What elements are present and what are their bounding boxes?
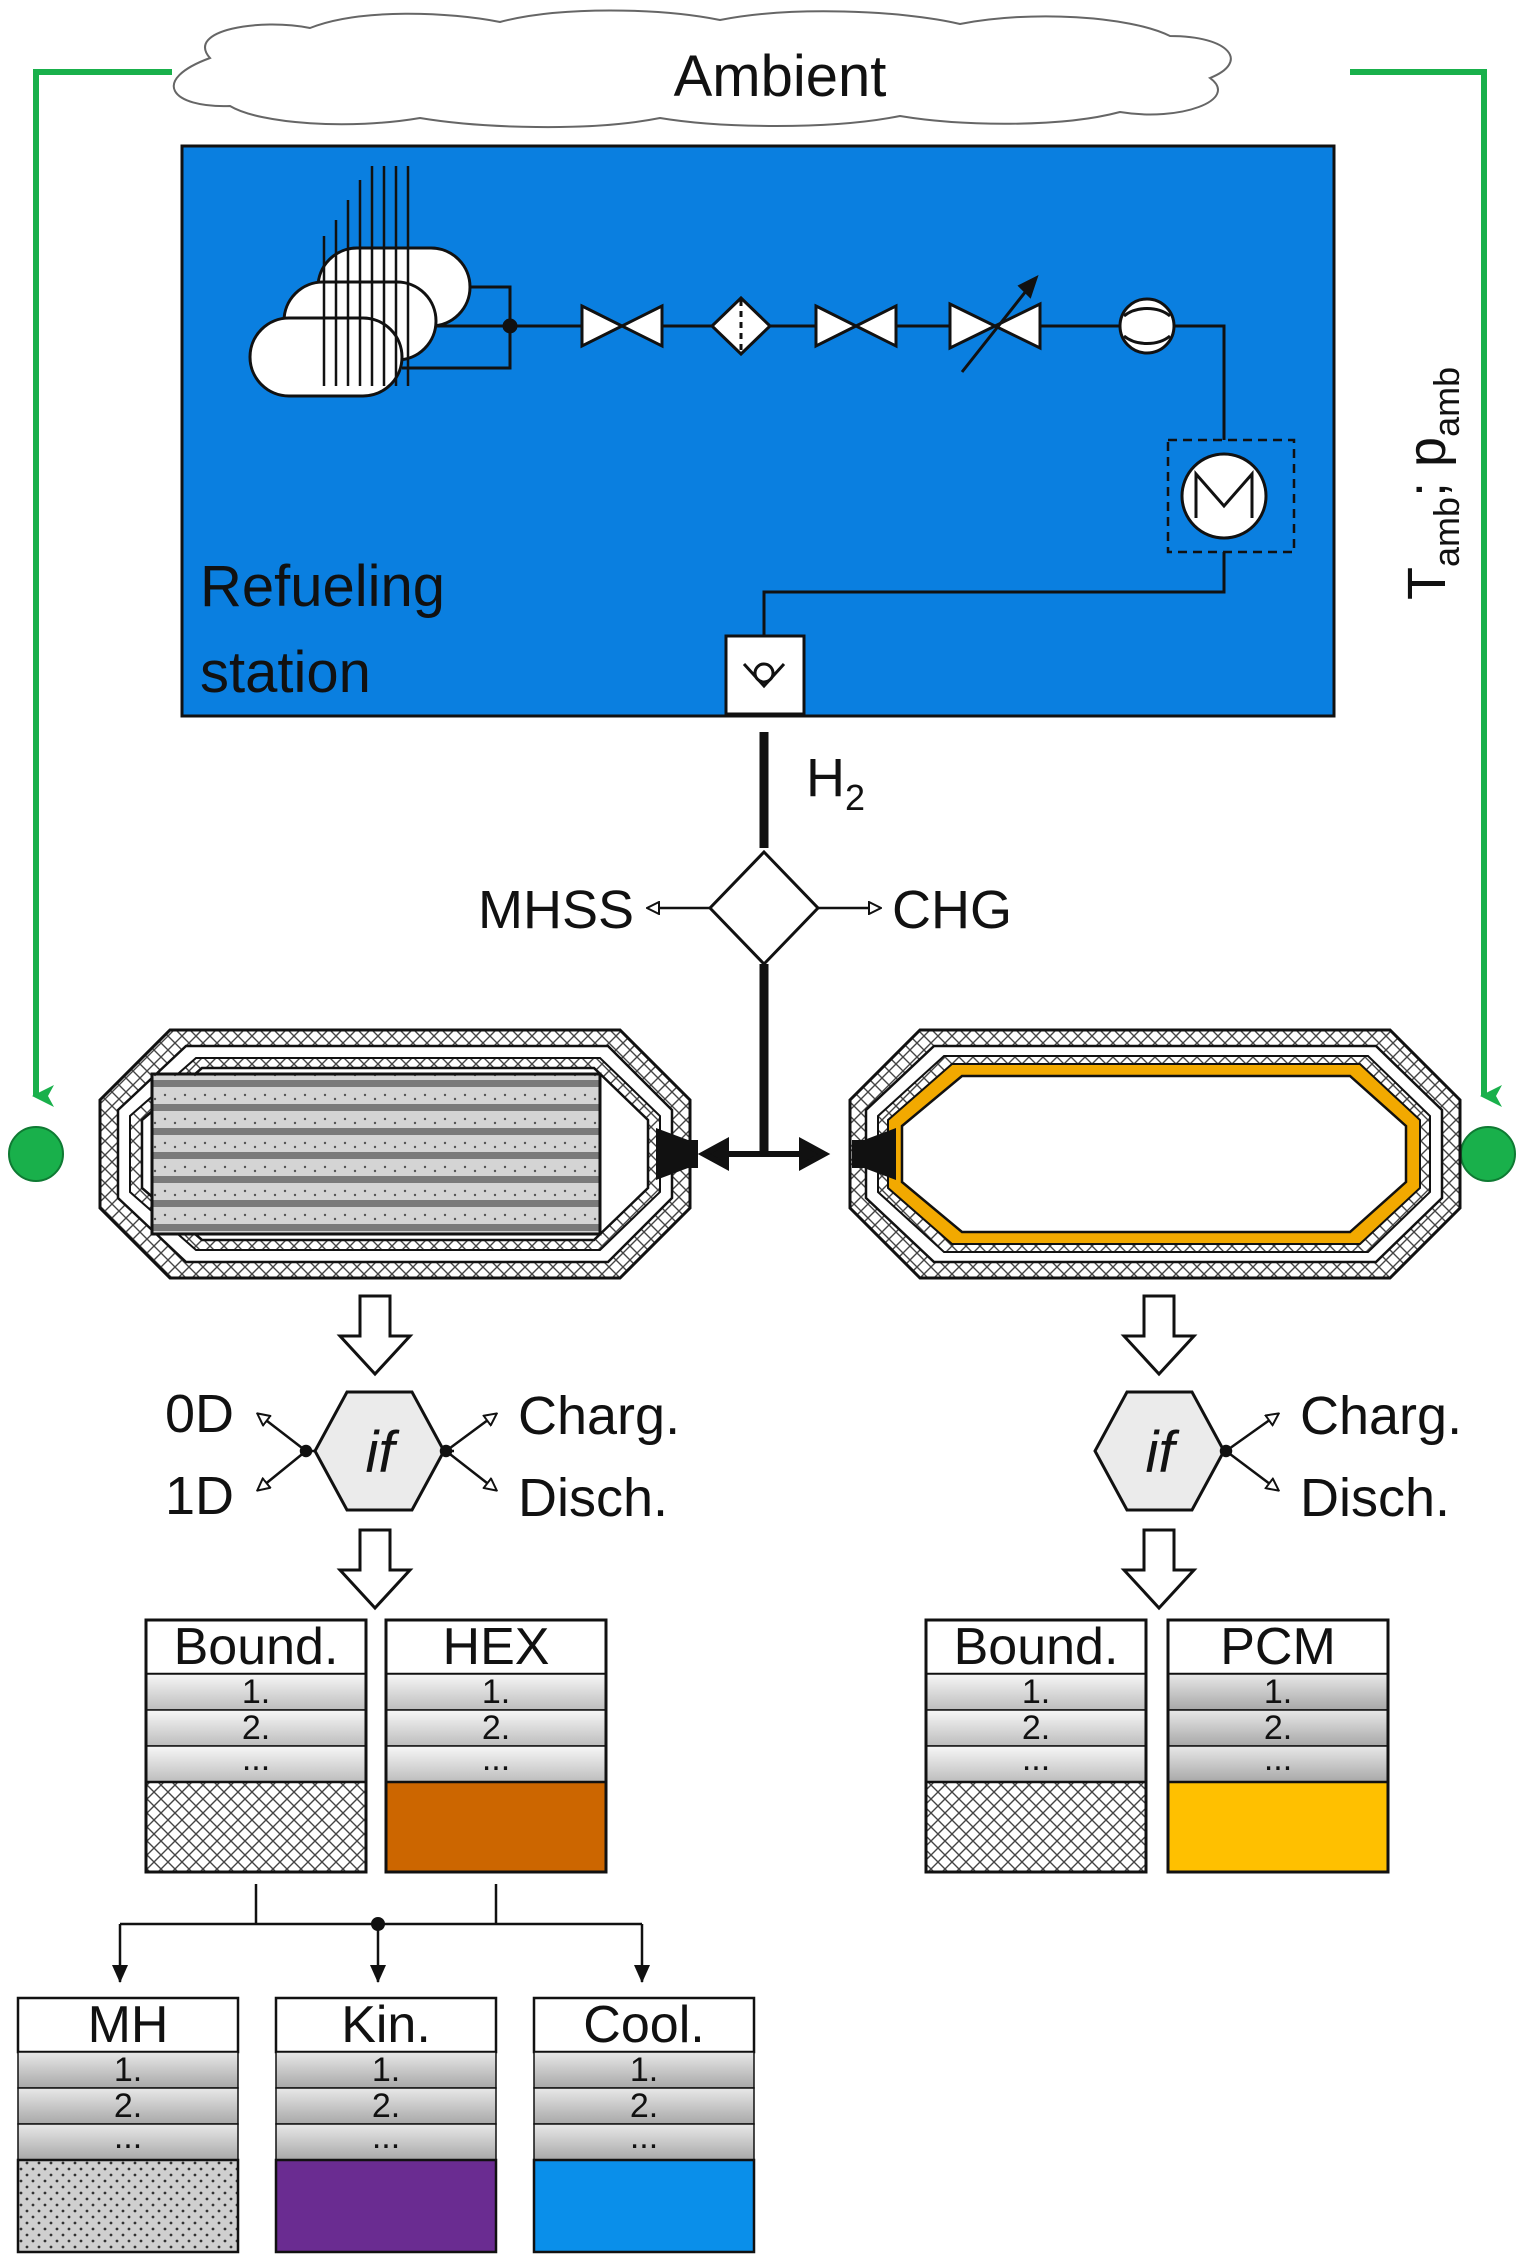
tank-connection-arrow — [697, 1136, 831, 1172]
refueling-station: Refueling station — [180, 144, 1336, 718]
card-row: ... — [1022, 1740, 1050, 1778]
boundary-node-left — [8, 1126, 64, 1182]
kin-card: Kin. 1. 2. ... — [274, 1996, 498, 2254]
card-title: MH — [88, 1996, 169, 2054]
down-arrow-icon — [1120, 1528, 1198, 1611]
crosshatch-swatch — [144, 1780, 368, 1874]
card-row: 1. — [1264, 1673, 1292, 1711]
down-arrow-icon — [1120, 1294, 1198, 1377]
card-row: ... — [1264, 1740, 1292, 1778]
boundary-node-right — [1460, 1126, 1516, 1182]
card-row: 2. — [482, 1709, 510, 1747]
h2-label: H2 — [806, 748, 865, 818]
mhss-option-disch: Disch. — [518, 1468, 668, 1528]
mhss-bound-card: Bound. 1. 2. ... — [144, 1618, 368, 1874]
storage-bottles-icon — [248, 166, 472, 398]
pcm-card: PCM 1. 2. ... — [1166, 1618, 1390, 1874]
card-row: 1. — [114, 2051, 142, 2089]
mhss-decision: if 0D 1D Charg. Disch. — [165, 1384, 680, 1528]
dotted-swatch — [16, 2158, 240, 2254]
card-row: 1. — [242, 1673, 270, 1711]
metal-hydride-bed — [150, 1072, 602, 1236]
branch-left-label: MHSS — [478, 880, 634, 940]
card-title: Bound. — [174, 1618, 339, 1676]
station-panel — [180, 144, 1336, 718]
down-arrow-icon — [336, 1528, 414, 1611]
pressure-regulator-icon — [948, 275, 1042, 373]
pcm-color-swatch — [1166, 1780, 1390, 1874]
ambient-link-left — [32, 69, 172, 1107]
kin-color-swatch — [274, 2158, 498, 2254]
card-row: 2. — [1264, 1709, 1292, 1747]
mhss-tank — [98, 1028, 698, 1280]
filter-icon — [709, 295, 773, 357]
card-row: 2. — [630, 2087, 658, 2125]
chg-bound-card: Bound. 1. 2. ... — [924, 1618, 1148, 1874]
card-row: ... — [372, 2118, 400, 2156]
card-row: 2. — [242, 1709, 270, 1747]
card-title: Bound. — [954, 1618, 1119, 1676]
card-row: ... — [242, 1740, 270, 1778]
card-row: 2. — [114, 2087, 142, 2125]
station-label-line1: Refueling — [200, 554, 445, 619]
card-row: ... — [630, 2118, 658, 2156]
cool-color-swatch — [532, 2158, 756, 2254]
branch-decision: MHSS CHG — [478, 849, 1012, 1154]
manifold-lines — [402, 285, 1226, 636]
heat-exchanger-icon — [1166, 438, 1296, 554]
card-title: PCM — [1220, 1618, 1336, 1676]
ambient-params-label: Tamb; pamb — [1397, 367, 1467, 600]
mhss-option-1d: 1D — [165, 1466, 234, 1526]
chg-option-charg: Charg. — [1300, 1386, 1462, 1446]
cool-card: Cool. 1. 2. ... — [532, 1996, 756, 2254]
ambient-label: Ambient — [674, 44, 887, 109]
ambient-link-right — [1350, 69, 1502, 1107]
hex-card: HEX 1. 2. ... — [384, 1618, 608, 1874]
valve-icon — [580, 303, 664, 349]
mh-card: MH 1. 2. ... — [16, 1996, 240, 2254]
chg-tank — [848, 1028, 1462, 1280]
card-title: Cool. — [583, 1996, 704, 2054]
card-row: 1. — [482, 1673, 510, 1711]
flow-meter-icon — [1118, 297, 1176, 355]
down-arrow-icon — [336, 1294, 414, 1377]
crosshatch-swatch — [924, 1780, 1148, 1874]
h2-supply-line: H2 — [759, 732, 865, 848]
mhss-option-charg: Charg. — [518, 1386, 680, 1446]
card-row: ... — [114, 2118, 142, 2156]
chg-option-disch: Disch. — [1300, 1468, 1450, 1528]
station-label-line2: station — [200, 640, 371, 705]
chg-decision: if Charg. Disch. — [1093, 1386, 1462, 1528]
card-row: 2. — [372, 2087, 400, 2125]
submodel-connector — [112, 1884, 650, 1983]
mhss-option-0d: 0D — [165, 1384, 234, 1444]
card-row: ... — [482, 1740, 510, 1778]
branch-right-label: CHG — [892, 880, 1012, 940]
hex-color-swatch — [384, 1780, 608, 1874]
ambient-cloud: Ambient — [172, 9, 1232, 129]
valve-icon — [814, 303, 898, 349]
card-title: HEX — [443, 1618, 550, 1676]
dispenser-nozzle-icon — [724, 634, 806, 716]
card-row: 2. — [1022, 1709, 1050, 1747]
card-row: 1. — [372, 2051, 400, 2089]
card-title: Kin. — [341, 1996, 431, 2054]
card-row: 1. — [630, 2051, 658, 2089]
card-row: 1. — [1022, 1673, 1050, 1711]
